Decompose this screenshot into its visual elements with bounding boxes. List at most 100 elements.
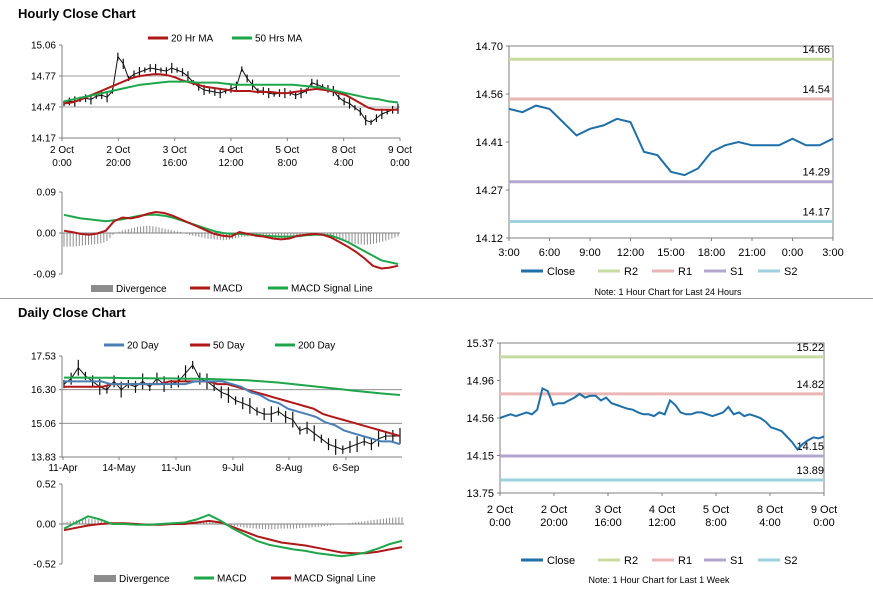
daily-pivot-x-tick-label-line1: 12:00: [648, 517, 676, 529]
daily-pivot-x-tick-label-line1: 0:00: [813, 517, 834, 529]
daily-pivot-legend-r2-label: R2: [624, 555, 638, 567]
hourly-pivot-x-tick-label: 6:00: [539, 247, 560, 259]
hourly-macd-y-tick-label: -0.09: [33, 270, 56, 281]
daily-pivot-legend-r1-label: R1: [678, 555, 692, 567]
daily-macd-signal-line: [63, 519, 403, 555]
daily-pivot-x-tick-label-line1: 0:00: [489, 517, 510, 529]
daily-pivot-close-line: [499, 386, 825, 452]
legend-daily-macd-label: MACD: [217, 574, 246, 585]
hourly-price-x-tick-label-line1: 8:00: [278, 158, 298, 169]
hourly-pivot-level-label-r1: 14.54: [802, 84, 830, 96]
daily-pivot-x-tick-label-line1: 20:00: [540, 517, 568, 529]
hourly-macd-y-tick-label: 0.09: [37, 188, 57, 199]
hourly-pivot-close-line: [508, 104, 834, 177]
daily-pivot-x-tick-label-line0: 5 Oct: [703, 504, 729, 516]
daily-pivot-legend-s2-label: S2: [784, 555, 797, 567]
hourly-pivot-level-label-r2: 14.66: [802, 44, 830, 56]
legend-hourly-divergence-swatch: [91, 285, 113, 292]
hourly-pivot-legend-s2-label: S2: [784, 266, 797, 278]
daily-pivot-y-tick-label: 14.56: [466, 413, 494, 425]
legend-20hr-ma-label: 20 Hr MA: [171, 34, 214, 45]
hourly-pivot-legend-r2-label: R2: [624, 266, 638, 278]
daily-macd-y-tick-label: 0.52: [37, 480, 57, 491]
ma50-line: [63, 80, 399, 104]
hourly-price-x-tick-label-line0: 3 Oct: [163, 145, 187, 156]
legend-200-day-label: 200 Day: [298, 341, 335, 352]
daily-price-y-tick-label: 16.30: [31, 385, 56, 396]
hourly-price-y-tick-label: 14.17: [31, 134, 56, 145]
daily-price-y-tick-label: 17.53: [31, 352, 56, 363]
legend-daily-divergence-swatch: [94, 575, 116, 582]
hourly-pivot-level-label-s2: 14.17: [802, 206, 830, 218]
daily-pivot-x-tick-label-line0: 8 Oct: [757, 504, 783, 516]
hourly-pivot-legend-s1-label: S1: [730, 266, 743, 278]
hourly-pivot-x-tick-label: 9:00: [579, 247, 600, 259]
hourly-pivot-legend-close-label: Close: [547, 266, 575, 278]
hourly-price-x-tick-label-line0: 9 Oct: [388, 145, 412, 156]
legend-hourly-macd-signal-label: MACD Signal Line: [291, 284, 373, 295]
hourly-price-x-tick-label-line0: 2 Oct: [106, 145, 130, 156]
legend-50-day-label: 50 Day: [213, 341, 245, 352]
daily-pivot-y-tick-label: 14.96: [466, 376, 494, 388]
hourly-pivot-level-label-s1: 14.29: [802, 167, 830, 179]
daily-price-x-tick-label: 8-Aug: [276, 463, 303, 474]
hourly-price-x-tick-label-line1: 4:00: [334, 158, 354, 169]
hourly-pivot-x-tick-label: 15:00: [657, 247, 685, 259]
section-divider: [0, 298, 873, 299]
hourly-macd-y-tick-label: 0.00: [37, 229, 57, 240]
daily-section-title: Daily Close Chart: [18, 305, 126, 320]
hourly-price-x-tick-label-line1: 0:00: [390, 158, 410, 169]
hourly-section-title: Hourly Close Chart: [18, 6, 136, 21]
daily-pivot-x-tick-label-line1: 8:00: [705, 517, 726, 529]
daily-pivot-x-tick-label-line1: 16:00: [594, 517, 622, 529]
hourly-pivot-x-tick-label: 21:00: [738, 247, 766, 259]
daily-pivot-plot-frame: [499, 342, 825, 494]
hourly-macd-line: [63, 210, 399, 270]
hourly-pivot-x-tick-label: 12:00: [617, 247, 645, 259]
ma20-line: [63, 73, 398, 111]
hourly-pivot-y-tick-label: 14.12: [475, 233, 503, 245]
hourly-price-y-tick-label: 14.47: [31, 103, 56, 114]
daily-pivot-note: Note: 1 Hour Chart for Last 1 Week: [589, 575, 730, 585]
daily-macd-y-tick-label: 0.00: [37, 520, 57, 531]
daily-price-x-tick-label: 6-Sep: [333, 463, 360, 474]
daily-pivot-x-tick-label-line0: 2 Oct: [541, 504, 567, 516]
hourly-pivot-y-tick-label: 14.41: [475, 137, 503, 149]
hourly-price-x-tick-label-line1: 0:00: [52, 158, 72, 169]
hourly-pivot-legend-r1-label: R1: [678, 266, 692, 278]
hourly-price-y-tick-label: 14.77: [31, 72, 56, 83]
daily-pivot-level-label-s2: 13.89: [796, 465, 824, 477]
hourly-price-x-tick-label-line0: 8 Oct: [332, 145, 356, 156]
hourly-price-x-tick-label-line0: 5 Oct: [275, 145, 299, 156]
daily-pivot-x-tick-label-line0: 2 Oct: [487, 504, 513, 516]
price-line: [63, 55, 399, 123]
hourly-pivot-x-tick-label: 3:00: [822, 247, 843, 259]
legend-50hrs-ma-label: 50 Hrs MA: [255, 34, 303, 45]
hourly-price-y-tick-label: 15.06: [31, 41, 56, 52]
daily-macd-line: [63, 513, 403, 558]
daily-pivot-level-label-r2: 15.22: [796, 342, 824, 354]
daily-pivot-x-tick-label-line0: 4 Oct: [649, 504, 675, 516]
hourly-pivot-y-tick-label: 14.27: [475, 185, 503, 197]
hourly-pivot-x-tick-label: 0:00: [782, 247, 803, 259]
hourly-price-x-tick-label-line0: 4 Oct: [219, 145, 243, 156]
hourly-pivot-x-tick-label: 18:00: [698, 247, 726, 259]
daily-price-x-tick-label: 11-Jun: [161, 463, 191, 474]
daily-pivot-x-tick-label-line0: 9 Oct: [811, 504, 837, 516]
hourly-price-x-tick-label-line1: 20:00: [106, 158, 131, 169]
daily-pivot-y-tick-label: 14.15: [466, 451, 494, 463]
legend-daily-macd-signal-label: MACD Signal Line: [294, 574, 376, 585]
daily-price-x-tick-label: 14-May: [102, 463, 135, 474]
daily-pivot-level-label-r1: 14.82: [796, 379, 824, 391]
legend-hourly-divergence-label: Divergence: [116, 284, 167, 295]
hourly-pivot-y-tick-label: 14.56: [475, 89, 503, 101]
daily-pivot-y-tick-label: 13.75: [466, 488, 494, 500]
hourly-pivot-x-tick-label: 3:00: [498, 247, 519, 259]
daily-pivot-x-tick-label-line0: 3 Oct: [595, 504, 621, 516]
daily-pivot-legend-s1-label: S1: [730, 555, 743, 567]
daily-pivot-y-tick-label: 15.37: [466, 338, 494, 350]
hourly-price-x-tick-label-line1: 16:00: [162, 158, 187, 169]
daily-pivot-legend-close-label: Close: [547, 555, 575, 567]
daily-price-y-tick-label: 15.06: [31, 419, 56, 430]
